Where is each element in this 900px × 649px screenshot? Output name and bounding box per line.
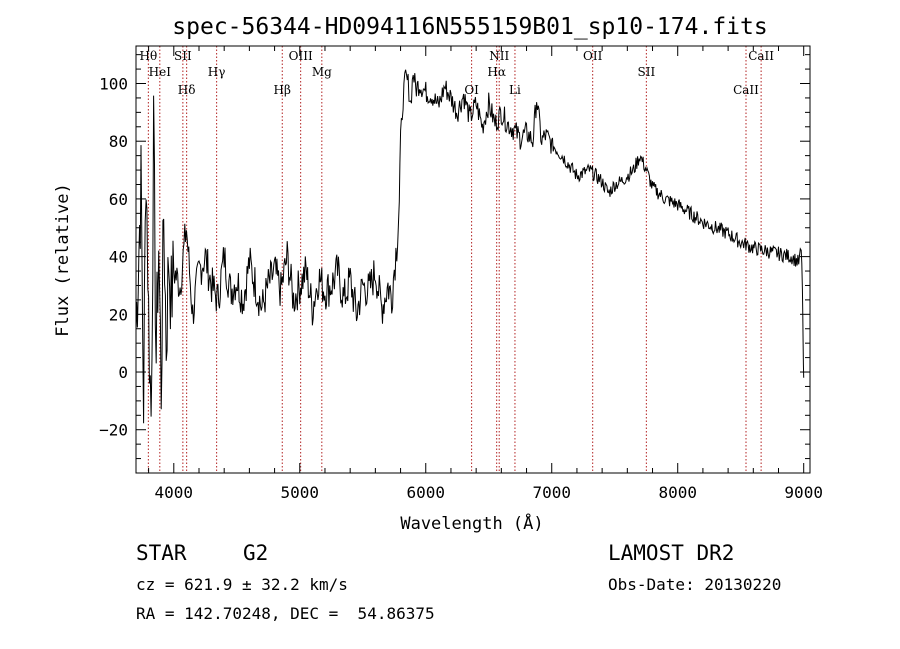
- spectral-line-label: OI: [464, 83, 479, 97]
- spectral-line-label: Hδ: [178, 83, 196, 97]
- spectral-line-label: SII: [174, 49, 192, 63]
- spectral-line-label: OII: [583, 49, 603, 63]
- x-tick-label: 8000: [658, 483, 697, 502]
- y-axis-label: Flux (relative): [53, 183, 73, 337]
- chart-title: spec-56344-HD094116N555159B01_sp10-174.f…: [172, 14, 767, 40]
- y-tick-label: 100: [99, 75, 128, 94]
- spectral-line-label: CaII: [733, 83, 759, 97]
- spectral-line-label: NII: [489, 49, 509, 63]
- x-tick-label: 6000: [406, 483, 445, 502]
- spectrum-series-line: [135, 69, 805, 424]
- spectral-line-label: SII: [637, 65, 655, 79]
- plot-frame: [135, 45, 811, 474]
- survey-name: LAMOST DR2: [608, 541, 735, 565]
- redshift-readout: cz = 621.9 ± 32.2 km/s: [136, 575, 348, 594]
- spectral-line-label: Hγ: [208, 65, 226, 79]
- spectral-line-label: OIII: [289, 49, 313, 63]
- spectral-line-label: Hβ: [274, 83, 291, 97]
- y-tick-label: 40: [109, 248, 128, 267]
- y-tick-label: 60: [109, 190, 128, 209]
- coordinates: RA = 142.70248, DEC = 54.86375: [136, 604, 435, 623]
- spectral-line-label: Li: [509, 83, 521, 97]
- object-subclass: G2: [243, 541, 269, 565]
- obs-date: Obs-Date: 20130220: [608, 575, 782, 594]
- spectral-line-label: Hα: [487, 65, 506, 79]
- y-tick-label: 0: [118, 363, 128, 382]
- spectral-line-label: Mg: [312, 65, 332, 79]
- y-tick-label: 80: [109, 132, 128, 151]
- x-axis-label: Wavelength (Å): [400, 512, 543, 534]
- y-tick-label: 20: [109, 305, 128, 324]
- x-tick-label: 4000: [155, 483, 194, 502]
- x-tick-label: 5000: [281, 483, 320, 502]
- x-tick-label: 9000: [784, 483, 823, 502]
- x-tick-label: 7000: [532, 483, 571, 502]
- spectral-line-label: Hθ: [139, 49, 157, 63]
- spectral-line-label: HeI: [149, 65, 172, 79]
- spectral-line-label: CaII: [748, 49, 774, 63]
- object-class: STAR: [136, 541, 187, 565]
- y-tick-label: −20: [99, 421, 128, 440]
